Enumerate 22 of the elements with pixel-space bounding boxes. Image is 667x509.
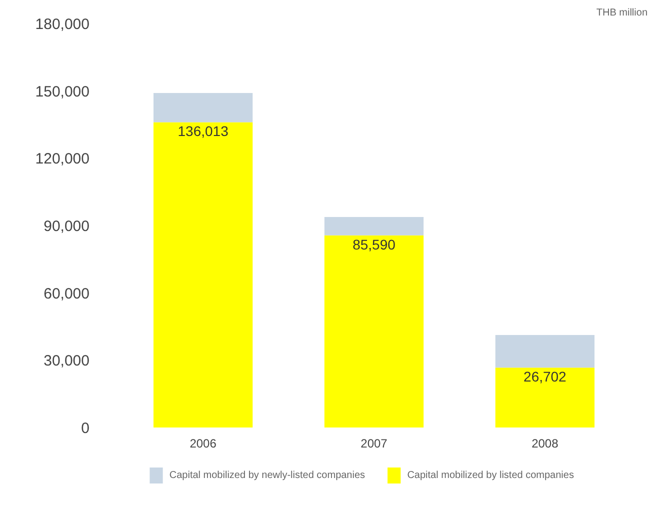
bar xyxy=(153,122,253,428)
legend-label: Capital mobilized by listed companies xyxy=(407,470,574,481)
y-tick-label: 30,000 xyxy=(44,352,90,370)
bar xyxy=(153,93,253,122)
data-label: 136,013 xyxy=(178,123,229,140)
data-label: 85,590 xyxy=(352,236,396,252)
bar xyxy=(324,235,424,428)
y-tick-label: 90,000 xyxy=(44,218,90,235)
x-tick-label: 2007 xyxy=(360,436,388,450)
x-tick-label: 2008 xyxy=(532,436,559,450)
bar xyxy=(495,368,595,428)
y-tick-label: 60,000 xyxy=(44,285,90,302)
y-tick-label: 150,000 xyxy=(35,83,90,100)
x-tick-label: 2006 xyxy=(190,436,217,450)
legend-label: Capital mobilized by newly-listed companies xyxy=(169,470,366,481)
y-tick-label: 120,000 xyxy=(35,150,90,168)
bar xyxy=(495,335,595,368)
bar xyxy=(324,216,424,236)
text: THB million xyxy=(596,8,648,18)
y-tick-label: 180,000 xyxy=(35,16,90,33)
data-label: 26,702 xyxy=(524,368,567,385)
y-tick-label: 0 xyxy=(81,420,90,437)
